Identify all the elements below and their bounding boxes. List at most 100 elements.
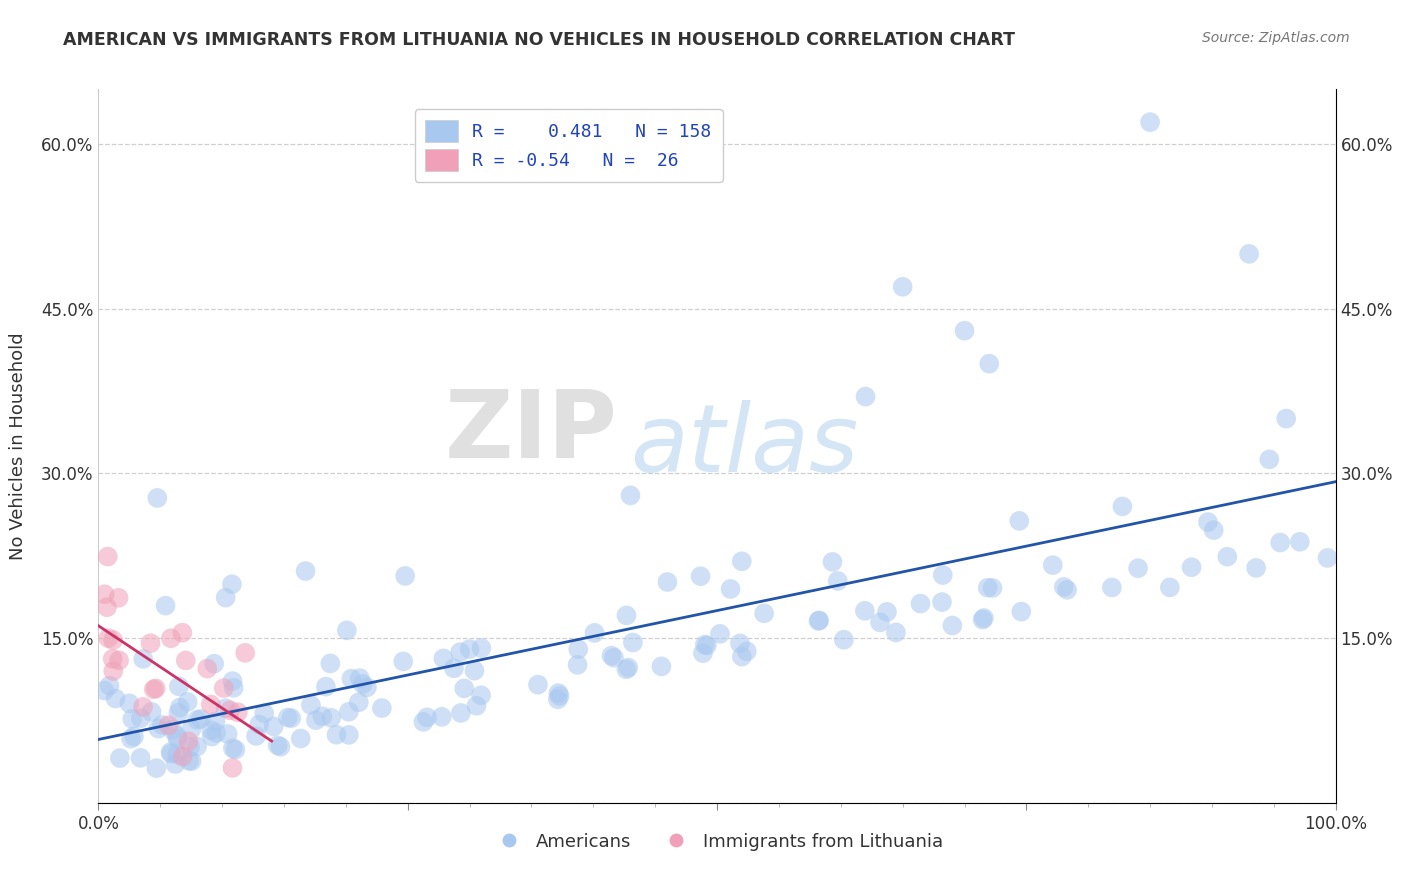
Point xyxy=(93,587,115,601)
Point xyxy=(752,607,775,621)
Point xyxy=(160,632,183,646)
Point xyxy=(430,710,453,724)
Point xyxy=(808,613,831,627)
Point xyxy=(186,713,208,727)
Point xyxy=(97,549,120,564)
Point xyxy=(1126,561,1149,575)
Point xyxy=(527,678,550,692)
Point xyxy=(214,591,236,605)
Point xyxy=(221,577,243,591)
Point xyxy=(148,722,170,736)
Point xyxy=(157,718,180,732)
Point xyxy=(204,714,226,729)
Point xyxy=(619,488,641,502)
Point xyxy=(180,754,202,768)
Point xyxy=(162,723,184,737)
Point xyxy=(728,636,751,650)
Point xyxy=(1258,452,1281,467)
Point xyxy=(165,757,187,772)
Point xyxy=(245,729,267,743)
Point xyxy=(412,714,434,729)
Point xyxy=(129,711,152,725)
Point xyxy=(269,739,291,754)
Point xyxy=(453,681,475,696)
Point xyxy=(731,554,754,568)
Point xyxy=(180,722,202,736)
Point xyxy=(600,648,623,663)
Point xyxy=(160,747,183,761)
Point xyxy=(853,604,876,618)
Point xyxy=(458,642,481,657)
Point xyxy=(416,710,439,724)
Point xyxy=(247,717,270,731)
Point xyxy=(547,692,569,706)
Point xyxy=(221,674,243,689)
Point xyxy=(807,614,830,628)
Point xyxy=(176,695,198,709)
Point xyxy=(657,574,679,589)
Point xyxy=(709,627,731,641)
Point xyxy=(205,726,228,740)
Point xyxy=(1101,581,1123,595)
Point xyxy=(941,618,963,632)
Point xyxy=(614,662,637,676)
Point xyxy=(1275,411,1298,425)
Point xyxy=(186,739,208,754)
Point xyxy=(735,644,758,658)
Point xyxy=(337,728,360,742)
Point xyxy=(101,633,124,648)
Point xyxy=(167,679,190,693)
Point xyxy=(1008,514,1031,528)
Point xyxy=(305,713,328,727)
Point xyxy=(104,691,127,706)
Point xyxy=(976,581,998,595)
Point xyxy=(583,626,606,640)
Point xyxy=(432,651,454,665)
Point xyxy=(108,751,131,765)
Point xyxy=(1270,535,1292,549)
Point xyxy=(253,706,276,721)
Point xyxy=(692,646,714,660)
Point xyxy=(932,568,955,582)
Point xyxy=(693,638,716,652)
Point xyxy=(132,652,155,666)
Point xyxy=(263,719,285,733)
Point xyxy=(93,683,115,698)
Point xyxy=(325,728,347,742)
Point xyxy=(465,698,488,713)
Point xyxy=(443,661,465,675)
Point xyxy=(547,686,569,700)
Point xyxy=(973,611,995,625)
Point xyxy=(450,706,472,720)
Point xyxy=(352,677,374,691)
Point xyxy=(981,581,1004,595)
Point xyxy=(122,730,145,744)
Point xyxy=(1244,561,1267,575)
Point xyxy=(97,631,120,645)
Point xyxy=(603,650,626,665)
Point xyxy=(1139,115,1161,129)
Point xyxy=(139,636,162,650)
Point xyxy=(311,709,333,723)
Point xyxy=(876,605,898,619)
Point xyxy=(98,679,121,693)
Text: AMERICAN VS IMMIGRANTS FROM LITHUANIA NO VEHICLES IN HOUSEHOLD CORRELATION CHART: AMERICAN VS IMMIGRANTS FROM LITHUANIA NO… xyxy=(63,31,1015,49)
Point xyxy=(731,649,754,664)
Point xyxy=(1216,549,1239,564)
Point xyxy=(167,706,190,720)
Point xyxy=(202,657,225,671)
Point xyxy=(1042,558,1064,573)
Point xyxy=(336,624,359,638)
Point xyxy=(141,705,163,719)
Point xyxy=(212,681,235,695)
Point xyxy=(107,591,129,605)
Point xyxy=(321,711,343,725)
Point xyxy=(159,745,181,759)
Point xyxy=(548,689,571,703)
Point xyxy=(174,653,197,667)
Point xyxy=(179,739,201,754)
Point xyxy=(172,749,194,764)
Point xyxy=(1237,247,1260,261)
Point xyxy=(470,641,492,656)
Point xyxy=(166,747,188,762)
